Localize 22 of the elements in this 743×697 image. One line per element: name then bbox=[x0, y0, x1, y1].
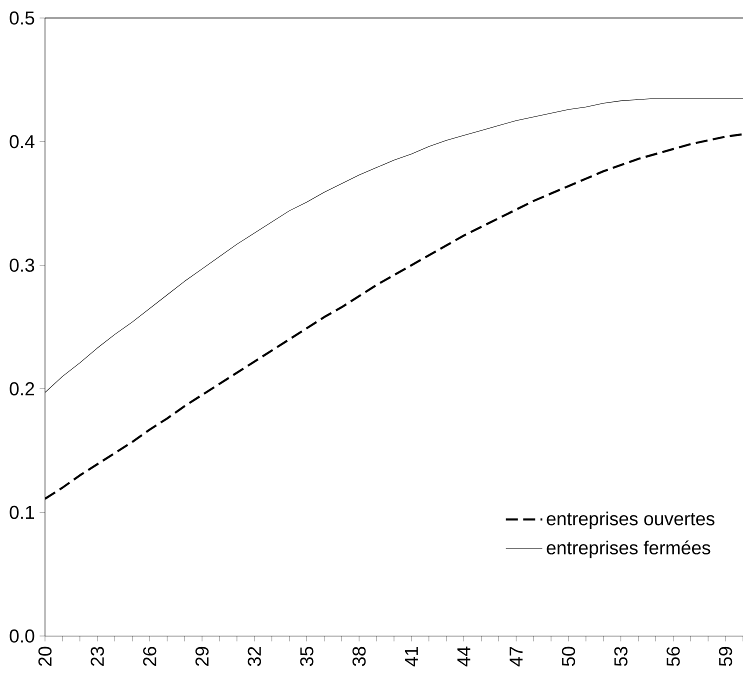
x-tick-label: 50 bbox=[562, 646, 576, 666]
x-tick-label: 29 bbox=[195, 646, 209, 666]
y-tick-label: 0.2 bbox=[10, 382, 34, 396]
legend-label: entreprises fermées bbox=[546, 540, 710, 558]
y-tick-label: 0.0 bbox=[10, 629, 34, 643]
y-tick-label: 0.4 bbox=[10, 134, 34, 148]
x-tick-label: 53 bbox=[614, 646, 628, 666]
x-tick-label: 32 bbox=[248, 646, 262, 666]
x-tick-label: 26 bbox=[143, 646, 156, 666]
x-tick-label: 44 bbox=[457, 646, 470, 666]
x-tick-label: 56 bbox=[666, 646, 680, 666]
x-tick-label: 23 bbox=[90, 646, 104, 666]
x-tick-label: 41 bbox=[405, 646, 418, 666]
x-tick-label: 59 bbox=[718, 646, 732, 666]
y-tick-label: 0.1 bbox=[10, 506, 34, 520]
y-tick-label: 0.3 bbox=[10, 258, 34, 272]
x-tick-label: 47 bbox=[510, 646, 523, 666]
x-tick-label: 38 bbox=[352, 646, 366, 666]
y-tick-label: 0.5 bbox=[10, 11, 34, 25]
x-tick-label: 35 bbox=[300, 646, 314, 666]
x-tick-label: 20 bbox=[38, 646, 52, 666]
legend-label: entreprises ouvertes bbox=[546, 512, 714, 530]
